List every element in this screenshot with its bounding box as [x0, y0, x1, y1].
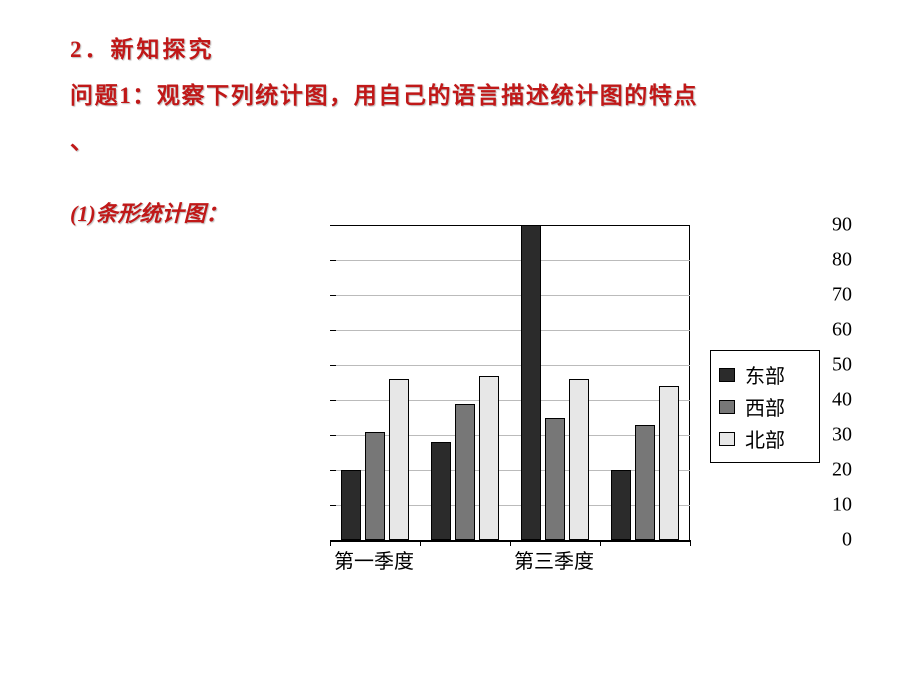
legend: 东部 西部 北部: [710, 350, 820, 463]
y-tick-label: 40: [832, 389, 852, 412]
x-label-q1: 第一季度: [334, 545, 414, 574]
y-tick-label: 30: [832, 424, 852, 447]
y-tick-label: 70: [832, 284, 852, 307]
y-tick: [330, 225, 336, 226]
y-tick: [330, 470, 336, 471]
bar: [431, 442, 451, 540]
x-tick: [420, 540, 421, 546]
y-tick-label: 0: [842, 529, 852, 552]
legend-item-west: 西部: [719, 392, 811, 421]
legend-item-north: 北部: [719, 424, 811, 453]
bar: [521, 225, 541, 540]
bar: [659, 386, 679, 540]
bar: [569, 379, 589, 540]
bar: [611, 470, 631, 540]
section-number: 2．: [70, 37, 111, 62]
legend-label-west: 西部: [745, 392, 785, 421]
y-tick-label: 90: [832, 214, 852, 237]
bar-group: [420, 225, 510, 540]
y-tick-label: 20: [832, 459, 852, 482]
section-heading: 2．新知探究: [70, 30, 920, 64]
y-axis: [280, 220, 330, 620]
question-text: 观察下列统计图，用自己的语言描述统计图的特点: [157, 83, 698, 108]
y-tick: [330, 540, 336, 541]
x-label-q3: 第三季度: [514, 545, 594, 574]
x-tick: [510, 540, 511, 546]
bar: [635, 425, 655, 541]
legend-swatch-east: [719, 368, 735, 382]
y-tick-label: 80: [832, 249, 852, 272]
y-tick: [330, 295, 336, 296]
y-tick: [330, 330, 336, 331]
y-tick-label: 10: [832, 494, 852, 517]
bar: [479, 376, 499, 541]
legend-swatch-west: [719, 400, 735, 414]
bar-group: [330, 225, 420, 540]
y-tick: [330, 435, 336, 436]
legend-item-east: 东部: [719, 360, 811, 389]
bar: [389, 379, 409, 540]
section-title: 新知探究: [111, 37, 215, 62]
question-label: 问题1：: [70, 83, 157, 108]
bars-container: [330, 225, 690, 540]
bar: [365, 432, 385, 541]
bar-chart: 第一季度 第三季度 东部 西部 北部 0102030405060708090: [280, 220, 860, 620]
legend-label-east: 东部: [745, 360, 785, 389]
bar: [341, 470, 361, 540]
y-tick: [330, 505, 336, 506]
legend-swatch-north: [719, 432, 735, 446]
y-tick: [330, 365, 336, 366]
y-tick: [330, 400, 336, 401]
y-tick-label: 60: [832, 319, 852, 342]
legend-label-north: 北部: [745, 424, 785, 453]
bar-group: [510, 225, 600, 540]
bar: [455, 404, 475, 541]
y-tick: [330, 260, 336, 261]
y-tick-label: 50: [832, 354, 852, 377]
bar: [545, 418, 565, 541]
question-line: 问题1：观察下列统计图，用自己的语言描述统计图的特点: [70, 76, 920, 110]
bar-group: [600, 225, 690, 540]
x-tick: [690, 540, 691, 546]
x-tick: [600, 540, 601, 546]
tail-mark: 、: [70, 122, 920, 156]
